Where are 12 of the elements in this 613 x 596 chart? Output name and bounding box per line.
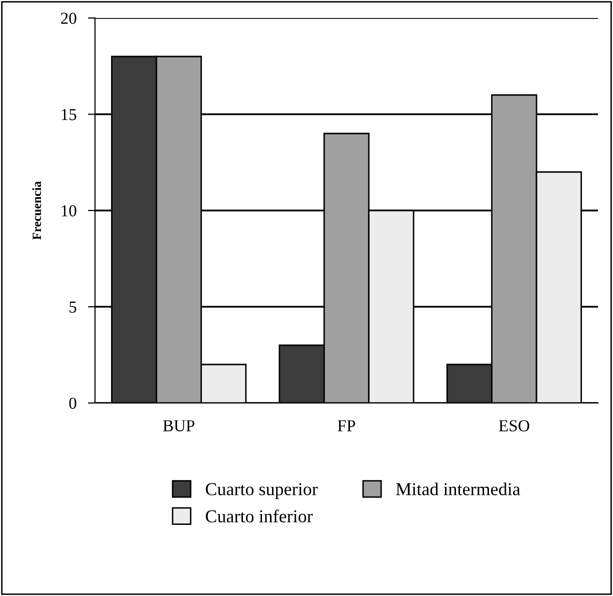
- y-tick-label: 10: [62, 205, 76, 216]
- y-tick-label: 15: [62, 109, 76, 120]
- x-tick-label: FP: [338, 420, 356, 432]
- legend-label: Cuarto inferior: [206, 510, 313, 522]
- x-tick-label: ESO: [498, 420, 530, 432]
- y-tick-label: 5: [70, 302, 76, 313]
- legend-label: Mitad intermedia: [396, 482, 520, 496]
- y-tick-label: 20: [61, 12, 76, 24]
- y-axis-title: Frecuencia: [32, 181, 42, 240]
- x-tick-label: BUP: [163, 420, 194, 432]
- y-tick-label: 0: [69, 398, 76, 409]
- legend-label: Cuarto superior: [206, 483, 318, 499]
